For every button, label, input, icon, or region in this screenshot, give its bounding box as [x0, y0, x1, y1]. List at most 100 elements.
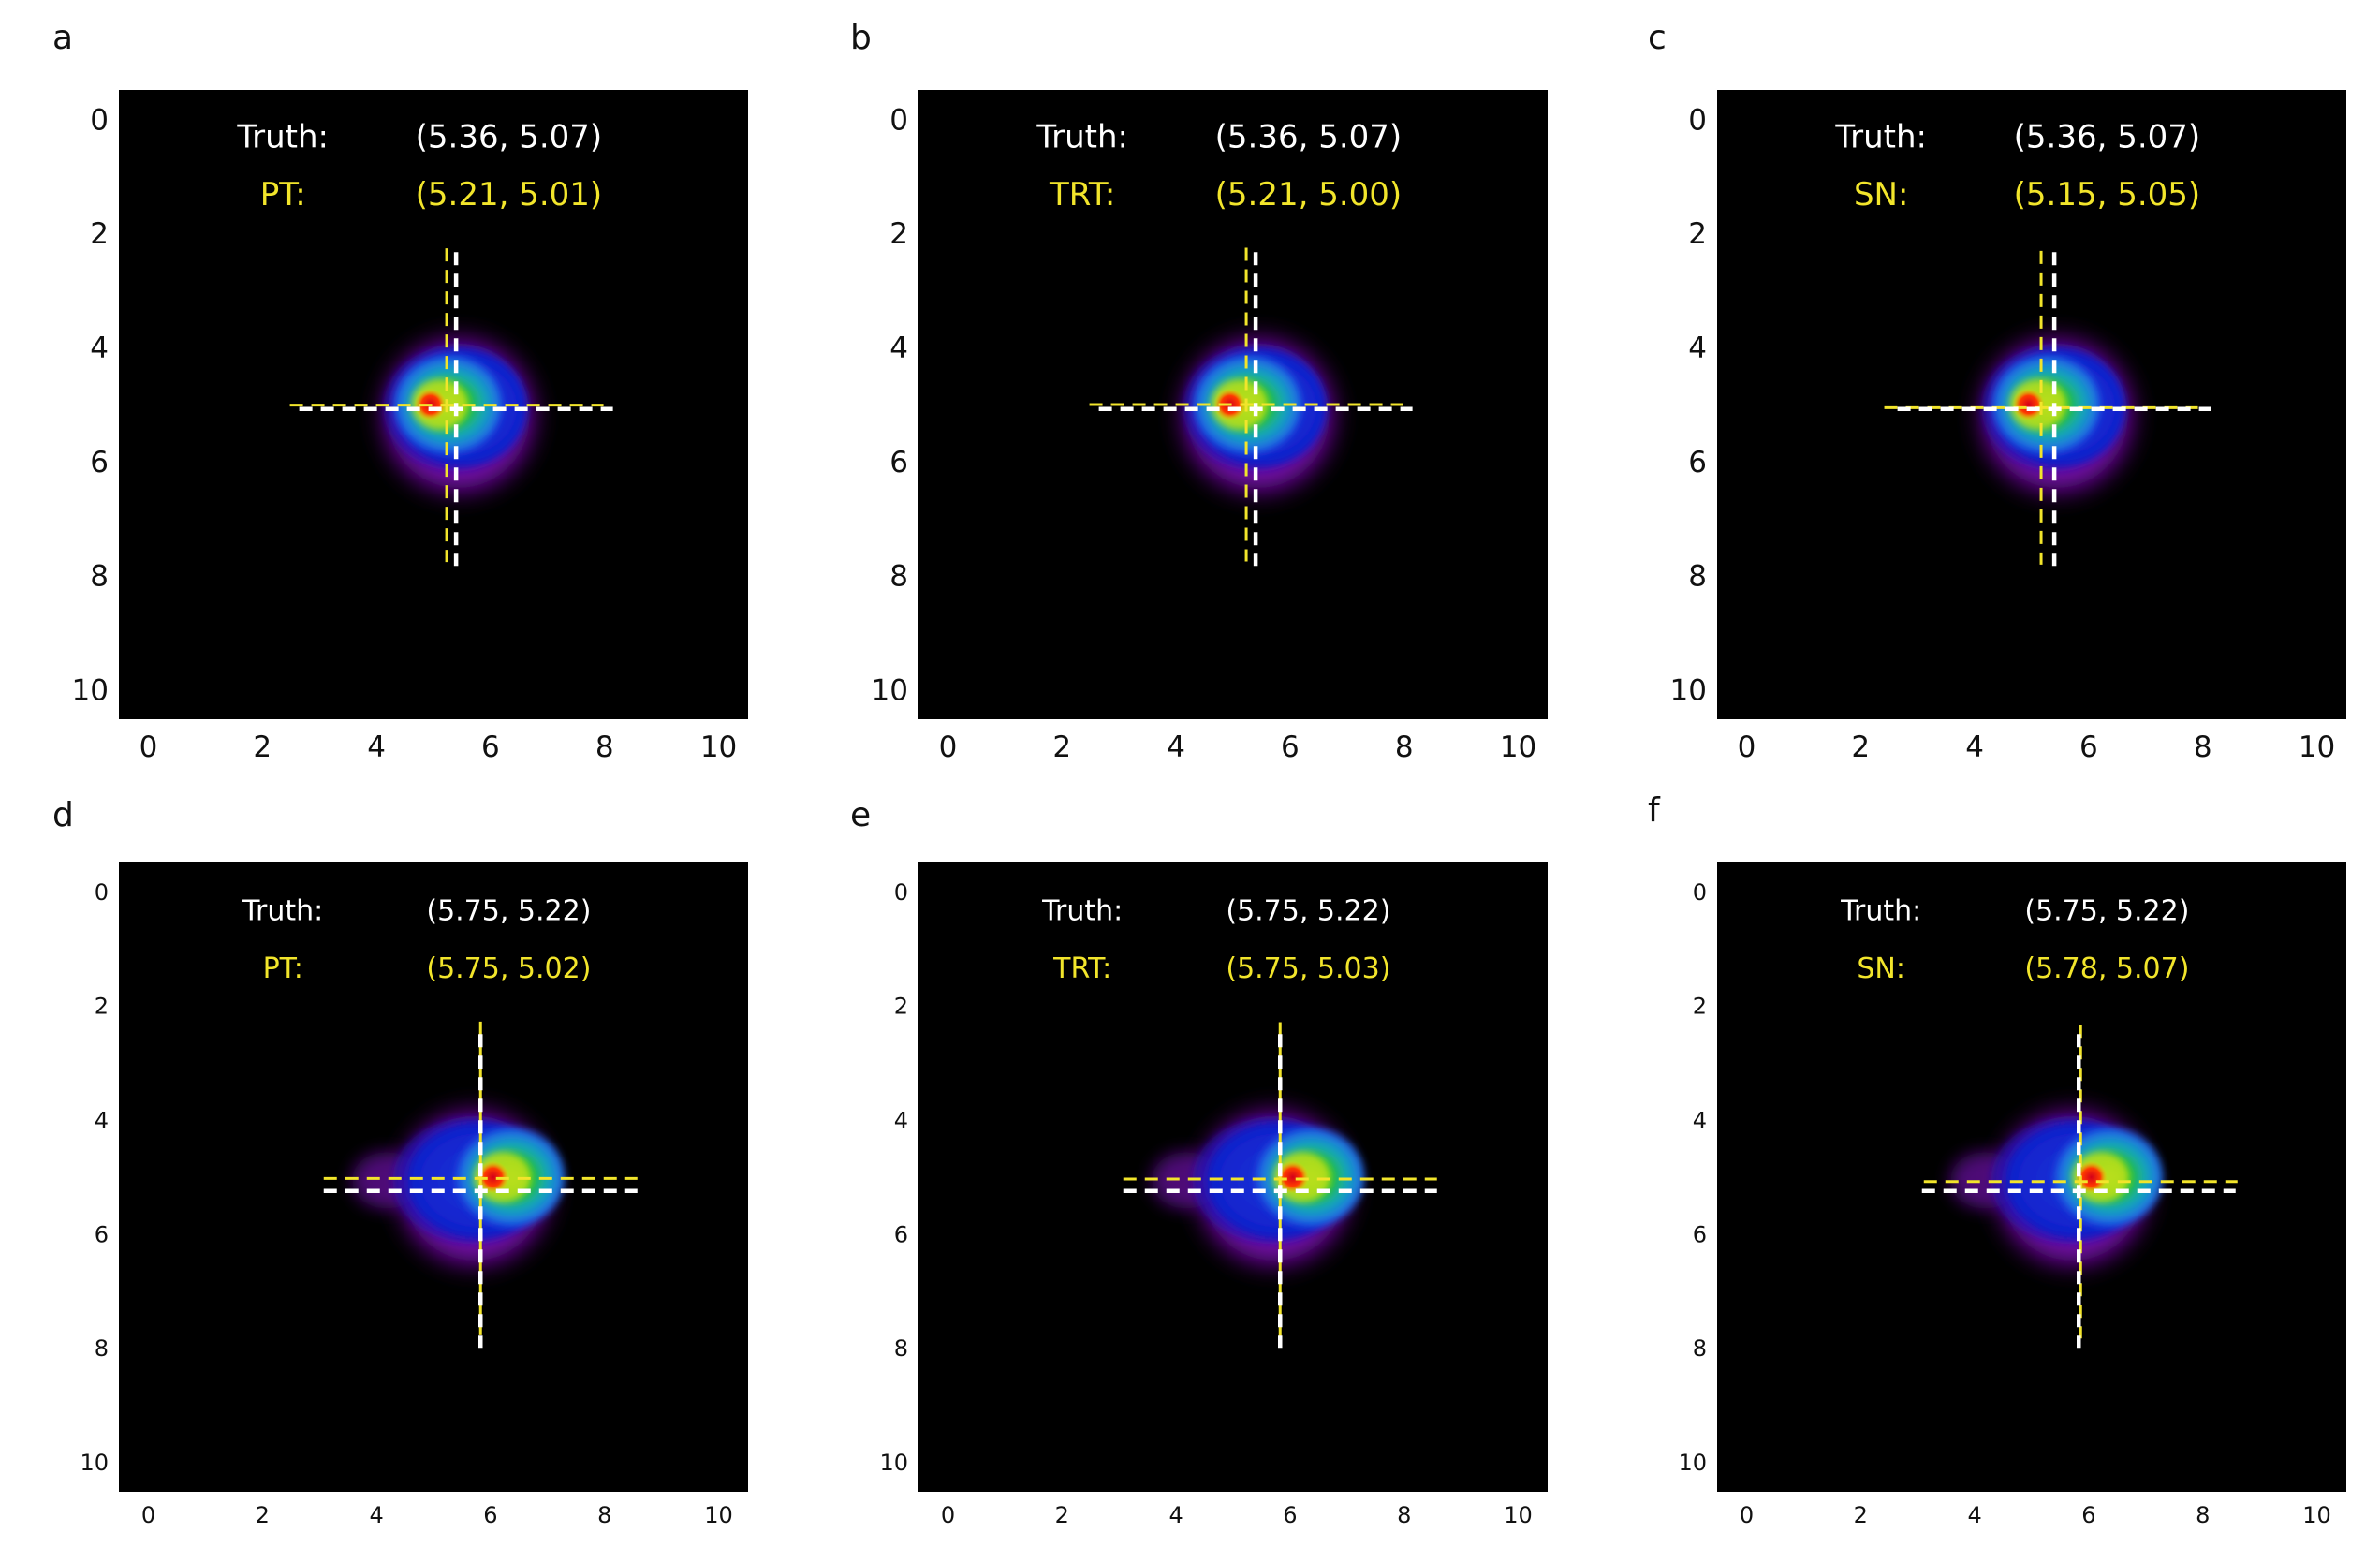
y-tick-label: 2	[1693, 994, 1707, 1020]
panel-letter: c	[1648, 19, 1667, 57]
truth-label: Truth:	[236, 118, 329, 155]
estimate-value: (5.21, 5.00)	[1215, 176, 1403, 214]
x-tick-label: 10	[1504, 1502, 1533, 1528]
axes-frame	[119, 90, 748, 719]
panel-e: e Truth: (5.75, 5.22) TRT: (5.75, 5.03) 0 2 4 6 8…	[850, 796, 1548, 1528]
y-tick-label: 2	[894, 994, 908, 1020]
x-tick-label: 0	[141, 1502, 155, 1528]
x-tick-label: 6	[483, 1502, 497, 1528]
heatmap-layer	[1123, 1022, 1437, 1349]
y-tick-label: 4	[95, 1107, 109, 1133]
y-tick-label: 0	[1688, 103, 1707, 137]
axes-frame	[1717, 862, 2346, 1492]
x-tick-label: 4	[1965, 730, 1984, 764]
y-tick-label: 10	[872, 673, 908, 707]
y-tick-label: 6	[1693, 1221, 1707, 1247]
estimate-value: (5.75, 5.03)	[1226, 952, 1390, 985]
panel-letter: b	[850, 19, 872, 57]
x-tick-label: 0	[1740, 1502, 1754, 1528]
y-tick-label: 10	[879, 1450, 908, 1476]
y-tick-label: 6	[889, 446, 908, 479]
truth-value: (5.75, 5.22)	[2024, 894, 2189, 927]
x-tick-label: 6	[481, 730, 500, 764]
x-tick-label: 2	[1851, 730, 1870, 764]
panel-b: b Truth: (5.36, 5.07) TRT: (5.21, 5.00) 0 2 4 6 8…	[850, 19, 1548, 764]
estimate-value: (5.21, 5.01)	[416, 176, 603, 214]
y-tick-label: 4	[1688, 332, 1707, 365]
x-tick-label: 4	[367, 730, 386, 764]
axes-frame	[119, 862, 748, 1492]
x-tick-label: 2	[1052, 730, 1071, 764]
truth-label: Truth:	[1036, 118, 1128, 155]
y-tick-label: 10	[1678, 1450, 1707, 1476]
estimate-label: TRT:	[1052, 952, 1111, 985]
heatmap-layer	[289, 248, 613, 567]
y-tick-label: 10	[72, 673, 109, 707]
y-tick-label: 2	[90, 217, 109, 251]
truth-value: (5.75, 5.22)	[1226, 894, 1390, 927]
y-tick-label: 0	[95, 879, 109, 906]
heatmap-peak	[477, 1160, 510, 1194]
y-tick-label: 8	[1693, 1335, 1707, 1362]
x-tick-label: 2	[253, 730, 272, 764]
estimate-label: PT:	[260, 176, 306, 214]
truth-value: (5.75, 5.22)	[426, 894, 591, 927]
x-tick-label: 2	[1854, 1502, 1868, 1528]
x-tick-label: 2	[256, 1502, 270, 1528]
x-tick-label: 4	[1967, 1502, 1981, 1528]
x-tick-label: 8	[1397, 1502, 1411, 1528]
x-tick-label: 10	[2302, 1502, 2331, 1528]
y-tick-label: 0	[894, 879, 908, 906]
x-tick-label: 2	[1055, 1502, 1069, 1528]
panel-letter: e	[850, 796, 871, 834]
y-tick-label: 2	[95, 994, 109, 1020]
x-tick-label: 6	[1283, 1502, 1297, 1528]
y-tick-label: 4	[90, 332, 109, 365]
estimate-value: (5.78, 5.07)	[2024, 952, 2189, 985]
panel-letter: a	[52, 19, 73, 57]
truth-label: Truth:	[1041, 894, 1123, 927]
y-tick-label: 0	[90, 103, 109, 137]
x-tick-label: 0	[939, 730, 958, 764]
x-tick-label: 0	[1738, 730, 1756, 764]
x-tick-label: 6	[1281, 730, 1300, 764]
x-tick-label: 6	[2079, 730, 2098, 764]
truth-value: (5.36, 5.07)	[416, 118, 603, 155]
y-tick-label: 0	[889, 103, 908, 137]
x-tick-label: 8	[2196, 1502, 2210, 1528]
y-tick-label: 10	[80, 1450, 109, 1476]
truth-label: Truth:	[242, 894, 323, 927]
x-tick-label: 4	[1168, 1502, 1183, 1528]
y-tick-label: 8	[889, 560, 908, 594]
y-tick-label: 6	[90, 446, 109, 479]
x-tick-label: 8	[2194, 730, 2212, 764]
y-tick-label: 8	[95, 1335, 109, 1362]
heatmap-peak	[2012, 388, 2046, 421]
y-tick-label: 4	[1693, 1107, 1707, 1133]
axes-frame	[918, 90, 1548, 719]
panel-letter: f	[1648, 791, 1661, 830]
truth-label: Truth:	[1840, 894, 1921, 927]
y-tick-label: 8	[894, 1335, 908, 1362]
panel-letter: d	[52, 796, 74, 834]
x-tick-label: 0	[941, 1502, 955, 1528]
y-tick-label: 2	[1688, 217, 1707, 251]
y-tick-label: 2	[889, 217, 908, 251]
estimate-label: SN:	[1857, 952, 1905, 985]
estimate-value: (5.75, 5.02)	[426, 952, 591, 985]
truth-label: Truth:	[1834, 118, 1927, 155]
estimate-label: TRT:	[1049, 176, 1115, 214]
panel-f: f Truth: (5.75, 5.22) SN: (5.78, 5.07) 0 2 4 6 8 1…	[1648, 791, 2346, 1528]
y-tick-label: 4	[894, 1107, 908, 1133]
y-tick-label: 0	[1693, 879, 1707, 906]
estimate-label: PT:	[263, 952, 303, 985]
panel-a: a Truth: (5.36, 5.07) PT: (5.21, 5.01) 0 2 4 6 8 1…	[52, 19, 748, 764]
x-tick-label: 4	[369, 1502, 383, 1528]
truth-value: (5.36, 5.07)	[1215, 118, 1403, 155]
heatmap-layer	[1921, 1025, 2238, 1349]
axes-frame	[1717, 90, 2346, 719]
x-tick-label: 8	[1395, 730, 1414, 764]
y-tick-label: 6	[894, 1221, 908, 1247]
estimate-value: (5.15, 5.05)	[2014, 176, 2201, 214]
